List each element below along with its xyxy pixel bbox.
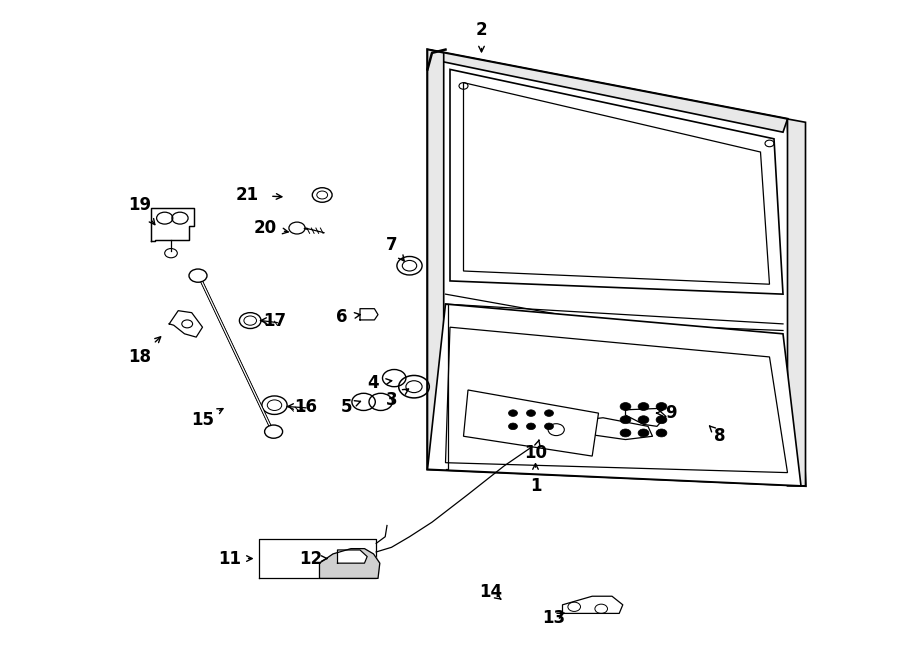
Polygon shape <box>562 596 623 613</box>
Text: 5: 5 <box>341 397 352 416</box>
Text: 18: 18 <box>128 348 151 366</box>
Circle shape <box>265 425 283 438</box>
Polygon shape <box>338 550 367 563</box>
Circle shape <box>544 423 554 430</box>
Text: 6: 6 <box>337 308 347 327</box>
Polygon shape <box>464 390 598 456</box>
Circle shape <box>656 429 667 437</box>
Text: 9: 9 <box>665 404 676 422</box>
Circle shape <box>656 416 667 424</box>
Circle shape <box>189 269 207 282</box>
Polygon shape <box>428 50 444 469</box>
Circle shape <box>620 403 631 410</box>
Text: 3: 3 <box>386 391 397 409</box>
Text: 17: 17 <box>263 311 286 330</box>
Polygon shape <box>446 327 788 473</box>
Circle shape <box>620 416 631 424</box>
Polygon shape <box>320 549 380 578</box>
Text: 19: 19 <box>128 196 151 214</box>
Polygon shape <box>428 50 806 486</box>
Circle shape <box>638 416 649 424</box>
Circle shape <box>638 403 649 410</box>
Circle shape <box>638 429 649 437</box>
Circle shape <box>526 423 536 430</box>
Circle shape <box>508 410 518 416</box>
Circle shape <box>656 403 667 410</box>
Text: 10: 10 <box>524 444 547 462</box>
Text: 15: 15 <box>191 410 214 429</box>
Text: 13: 13 <box>542 609 565 627</box>
Text: 1: 1 <box>530 477 541 495</box>
Polygon shape <box>169 311 202 337</box>
Circle shape <box>508 423 518 430</box>
Circle shape <box>544 410 554 416</box>
Polygon shape <box>556 418 652 440</box>
Text: 20: 20 <box>254 219 277 237</box>
Polygon shape <box>428 50 788 132</box>
Text: 8: 8 <box>715 427 725 446</box>
Polygon shape <box>151 208 194 241</box>
Polygon shape <box>788 119 806 486</box>
Circle shape <box>526 410 536 416</box>
Polygon shape <box>626 408 666 426</box>
Polygon shape <box>464 83 770 284</box>
Text: 21: 21 <box>236 186 259 204</box>
Polygon shape <box>360 309 378 320</box>
Circle shape <box>620 429 631 437</box>
Polygon shape <box>450 69 783 294</box>
Text: 14: 14 <box>479 582 502 601</box>
Polygon shape <box>428 304 801 486</box>
Text: 4: 4 <box>368 374 379 393</box>
Text: 12: 12 <box>299 549 322 568</box>
Text: 11: 11 <box>218 549 241 568</box>
Text: 16: 16 <box>294 397 318 416</box>
Text: 7: 7 <box>386 235 397 254</box>
Text: 2: 2 <box>476 20 487 39</box>
